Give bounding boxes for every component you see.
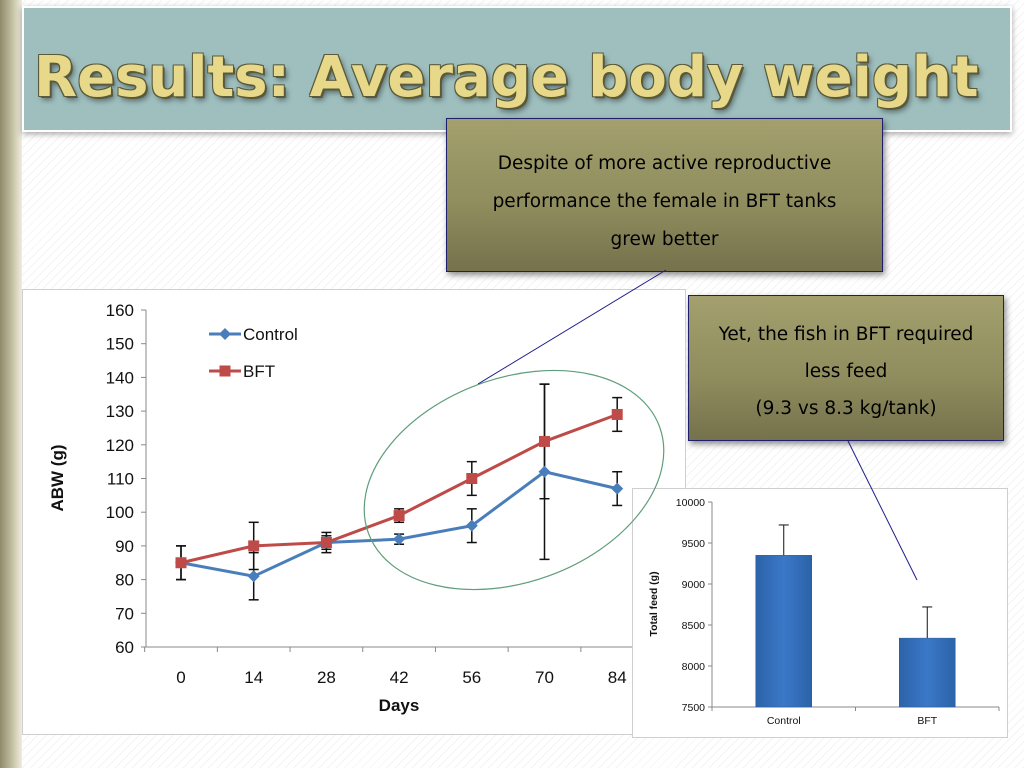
y-tick-label: 100 bbox=[106, 503, 134, 522]
bft-point bbox=[175, 557, 187, 569]
feed-bar-chart: 7500 8000 8500 9000 9500 10000 Total feed (g) C… bbox=[648, 497, 1000, 727]
slide-title: Results: Average body weight bbox=[34, 45, 979, 110]
x-tick-label: 70 bbox=[535, 668, 554, 687]
control-point bbox=[611, 482, 624, 495]
x-tick-label: 28 bbox=[317, 668, 336, 687]
bar-y-tick-label: 9000 bbox=[682, 579, 706, 591]
y-tick-label: 110 bbox=[107, 470, 134, 489]
x-tick-label: 0 bbox=[176, 668, 185, 687]
callout-feed: Yet, the fish in BFT required less feed … bbox=[688, 295, 1004, 441]
x-tick-label: 56 bbox=[462, 668, 481, 687]
callout-growth-line-1: Despite of more active reproductive bbox=[497, 153, 832, 174]
connector-line-feed bbox=[847, 440, 918, 581]
callout-feed-line-3: (9.3 vs 8.3 kg/tank) bbox=[755, 398, 937, 419]
control-point bbox=[393, 533, 406, 546]
y-tick-label: 120 bbox=[106, 436, 134, 455]
title-bar: Results: Average body weight bbox=[22, 6, 1012, 132]
control-point bbox=[247, 570, 260, 583]
control-point bbox=[538, 465, 551, 478]
callout-feed-line-2: less feed bbox=[804, 361, 888, 382]
bar-bft-category-label: BFT bbox=[917, 715, 937, 727]
abw-line-chart: 60 70 80 90 100 110 120 130 140 150 160 0 14 28 42 56 70… bbox=[48, 301, 655, 715]
x-tick-label: 42 bbox=[390, 668, 409, 687]
bar-bft bbox=[899, 637, 956, 708]
bft-point bbox=[248, 540, 260, 552]
bar-y-tick-label: 8000 bbox=[682, 661, 706, 673]
x-tick-label: 14 bbox=[244, 668, 263, 687]
y-tick-label: 90 bbox=[115, 537, 134, 556]
callout-growth-line-3: grew better bbox=[610, 229, 719, 250]
callout-growth-line-2: performance the female in BFT tanks bbox=[492, 191, 837, 212]
bar-y-axis-title: Total feed (g) bbox=[648, 571, 660, 636]
bar-y-tick-label: 10000 bbox=[676, 497, 705, 509]
y-tick-label: 150 bbox=[106, 335, 134, 354]
bar-control-category-label: Control bbox=[767, 715, 801, 727]
y-tick-label: 80 bbox=[115, 571, 134, 590]
connector-line-growth bbox=[477, 269, 667, 385]
x-axis-title: Days bbox=[379, 696, 420, 715]
control-point bbox=[465, 519, 478, 532]
y-tick-label: 140 bbox=[106, 368, 134, 387]
y-tick-label: 70 bbox=[115, 604, 134, 623]
legend-bft-marker bbox=[219, 365, 231, 377]
bft-point bbox=[320, 537, 332, 549]
legend-bft-label: BFT bbox=[243, 362, 275, 381]
callout-growth: Despite of more active reproductive perf… bbox=[446, 118, 883, 272]
bar-y-tick-label: 7500 bbox=[682, 702, 706, 714]
bft-point bbox=[539, 435, 550, 447]
legend-control-marker bbox=[219, 328, 231, 340]
y-axis-title: ABW (g) bbox=[48, 444, 67, 511]
feed-bar-chart-panel: 7500 8000 8500 9000 9500 10000 Total feed (g) C… bbox=[632, 488, 1008, 738]
highlight-ellipse bbox=[363, 369, 665, 591]
bar-y-tick-label: 8500 bbox=[682, 620, 706, 632]
legend-control-label: Control bbox=[243, 325, 298, 344]
bar-y-tick-label: 9500 bbox=[682, 538, 706, 550]
bar-control bbox=[755, 555, 812, 708]
x-tick-label: 84 bbox=[608, 668, 627, 687]
bft-point bbox=[611, 408, 623, 420]
bft-point bbox=[393, 510, 405, 522]
abw-line-chart-panel: 60 70 80 90 100 110 120 130 140 150 160 0 14 28 42 56 70… bbox=[22, 289, 686, 735]
y-tick-label: 130 bbox=[106, 402, 134, 421]
callout-feed-line-1: Yet, the fish in BFT required bbox=[718, 324, 974, 345]
y-tick-label: 160 bbox=[106, 301, 134, 320]
bft-point bbox=[466, 473, 478, 484]
y-tick-label: 60 bbox=[115, 638, 134, 657]
left-decorative-strip bbox=[0, 0, 22, 768]
